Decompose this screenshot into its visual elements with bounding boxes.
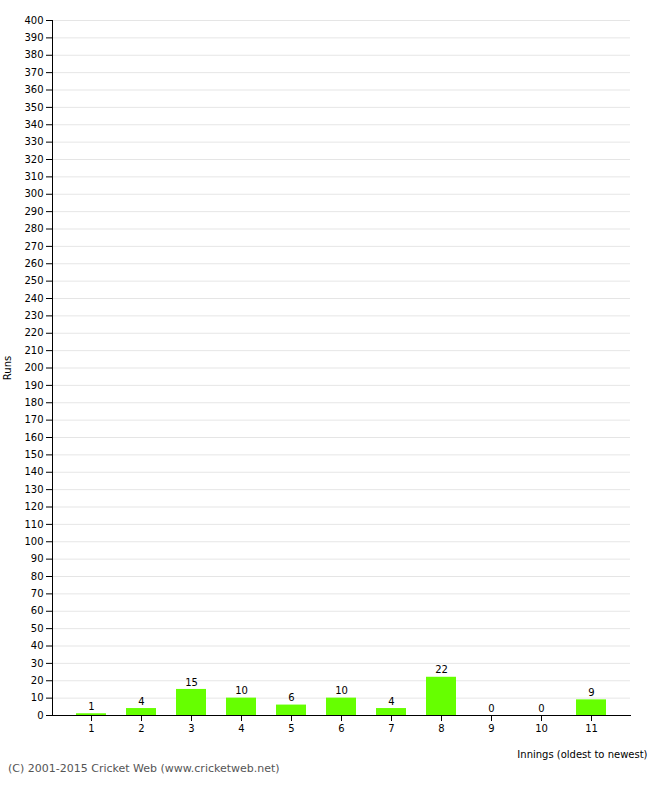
svg-text:310: 310 (24, 171, 43, 182)
svg-text:160: 160 (24, 432, 43, 443)
svg-text:70: 70 (31, 588, 44, 599)
svg-text:370: 370 (24, 67, 43, 78)
svg-text:6: 6 (338, 723, 344, 734)
svg-text:8: 8 (438, 723, 444, 734)
svg-text:7: 7 (388, 723, 394, 734)
svg-text:10: 10 (235, 685, 248, 696)
svg-text:90: 90 (31, 553, 44, 564)
svg-text:0: 0 (37, 710, 43, 721)
svg-text:9: 9 (588, 687, 594, 698)
svg-text:4: 4 (388, 696, 394, 707)
svg-text:240: 240 (24, 293, 43, 304)
svg-text:1: 1 (88, 723, 94, 734)
html-text:(C) 2001-2015 Cricket Web (www: (C) 2001-2015 Cricket Web (www.cricketwe… (8, 762, 280, 775)
svg-text:300: 300 (24, 188, 43, 199)
svg-text:270: 270 (24, 241, 43, 252)
svg-text:200: 200 (24, 362, 43, 373)
svg-text:4: 4 (138, 696, 144, 707)
svg-text:360: 360 (24, 84, 43, 95)
svg-text:Innings (oldest to newest): Innings (oldest to newest) (517, 749, 647, 760)
svg-text:220: 220 (24, 327, 43, 338)
svg-text:Runs: Runs (2, 356, 13, 380)
svg-text:120: 120 (24, 501, 43, 512)
svg-text:60: 60 (31, 605, 44, 616)
svg-text:140: 140 (24, 466, 43, 477)
svg-text:9: 9 (488, 723, 494, 734)
svg-text:80: 80 (31, 571, 44, 582)
svg-text:350: 350 (24, 102, 43, 113)
svg-text:260: 260 (24, 258, 43, 269)
svg-text:4: 4 (238, 723, 244, 734)
svg-text:11: 11 (585, 723, 598, 734)
svg-text:2: 2 (138, 723, 144, 734)
svg-text:250: 250 (24, 275, 43, 286)
svg-text:6: 6 (288, 692, 294, 703)
svg-text:20: 20 (31, 675, 44, 686)
svg-text:210: 210 (24, 345, 43, 356)
svg-text:10: 10 (31, 692, 44, 703)
svg-text:30: 30 (31, 658, 44, 669)
svg-text:180: 180 (24, 397, 43, 408)
svg-text:330: 330 (24, 136, 43, 147)
svg-text:22: 22 (435, 664, 448, 675)
svg-text:0: 0 (538, 703, 544, 714)
svg-text:380: 380 (24, 49, 43, 60)
svg-text:190: 190 (24, 380, 43, 391)
svg-text:50: 50 (31, 623, 44, 634)
svg-text:230: 230 (24, 310, 43, 321)
svg-text:15: 15 (185, 677, 198, 688)
svg-text:5: 5 (288, 723, 294, 734)
svg-text:3: 3 (188, 723, 194, 734)
svg-text:1: 1 (88, 701, 94, 712)
svg-text:170: 170 (24, 414, 43, 425)
svg-text:390: 390 (24, 32, 43, 43)
svg-text:150: 150 (24, 449, 43, 460)
svg-text:290: 290 (24, 206, 43, 217)
svg-text:0: 0 (488, 703, 494, 714)
svg-text:400: 400 (24, 15, 43, 26)
svg-text:320: 320 (24, 154, 43, 165)
svg-text:100: 100 (24, 536, 43, 547)
svg-text:130: 130 (24, 484, 43, 495)
svg-text:280: 280 (24, 223, 43, 234)
svg-text:40: 40 (31, 640, 44, 651)
svg-text:110: 110 (24, 519, 43, 530)
svg-text:10: 10 (335, 685, 348, 696)
svg-text:340: 340 (24, 119, 43, 130)
svg-text:10: 10 (535, 723, 548, 734)
